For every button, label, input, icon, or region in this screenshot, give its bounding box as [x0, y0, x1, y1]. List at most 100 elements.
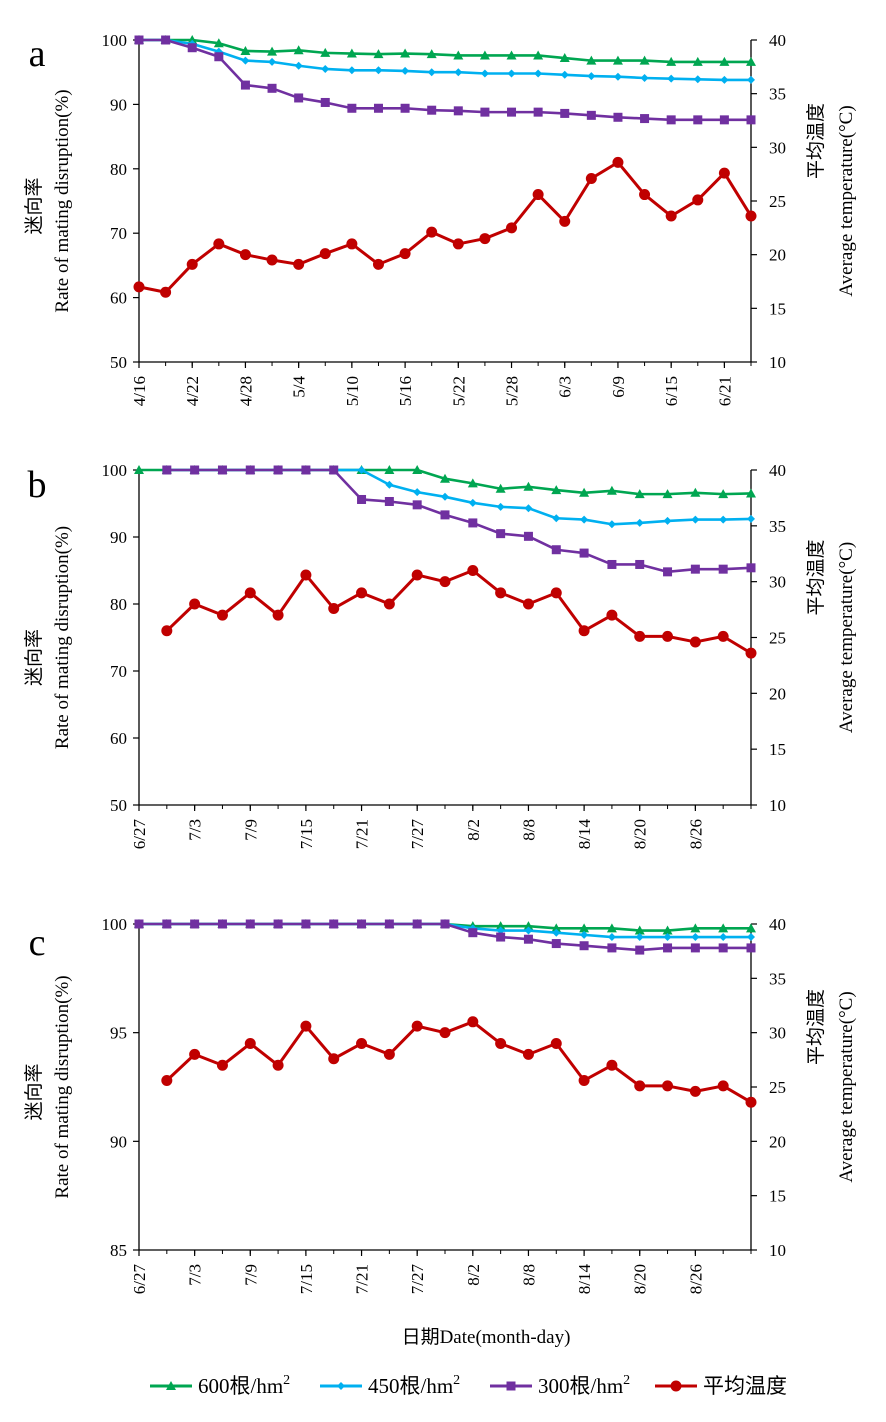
data-point: [746, 56, 756, 66]
x-tick-label: 4/16: [130, 376, 149, 406]
data-point: [301, 465, 311, 475]
data-point: [718, 489, 729, 499]
data-point: [187, 43, 197, 53]
data-point: [586, 55, 597, 65]
data-point: [190, 465, 200, 475]
series-2: [135, 36, 755, 84]
x-tick-label: 8/26: [686, 1264, 705, 1294]
y2-tick-label: 35: [769, 969, 786, 988]
data-point: [718, 167, 730, 179]
data-point: [717, 1080, 729, 1092]
data-point: [533, 50, 544, 60]
x-tick-label: 5/10: [343, 376, 362, 406]
y-tick-label: 100: [102, 31, 128, 50]
y-axis-title-cn: 迷向率: [23, 629, 45, 686]
x-tick-label: 6/27: [130, 819, 149, 850]
data-point: [552, 928, 561, 937]
data-point: [401, 66, 410, 75]
data-point: [301, 919, 311, 929]
data-point: [507, 69, 516, 78]
data-point: [747, 514, 755, 523]
data-point: [373, 103, 383, 113]
chart-panel-c: c 85 90 95 100 10 15 20 25 30 35 40 6/27 7/3 7/9 7/15 7/…: [23, 915, 857, 1294]
data-point: [329, 919, 339, 929]
data-point: [578, 1074, 590, 1086]
data-point: [134, 919, 144, 929]
data-point: [160, 286, 172, 298]
data-point: [560, 108, 570, 118]
data-point: [579, 941, 589, 951]
data-point: [634, 489, 645, 499]
data-point: [400, 48, 411, 58]
data-point: [580, 515, 589, 524]
y2-tick-label: 30: [769, 573, 786, 592]
data-point: [329, 465, 339, 475]
data-point: [273, 919, 283, 929]
x-tick-label: 7/9: [241, 1264, 260, 1286]
data-point: [747, 75, 755, 84]
y-tick-label: 90: [110, 528, 127, 547]
series-3: [162, 465, 756, 577]
data-point: [746, 488, 756, 498]
data-point: [689, 636, 701, 648]
data-point: [551, 939, 561, 949]
x-tick-label: 6/27: [130, 1264, 149, 1295]
data-point: [357, 919, 367, 929]
data-point: [293, 258, 305, 270]
x-tick-label: 6/21: [715, 376, 734, 406]
y-tick-label: 60: [110, 729, 127, 748]
data-point: [214, 52, 224, 62]
data-point: [217, 919, 227, 929]
data-point: [439, 576, 451, 588]
y2-tick-label: 15: [769, 740, 786, 759]
y-tick-label: 80: [110, 595, 127, 614]
data-point: [328, 1053, 340, 1065]
y-axis-title-en: Rate of mating disruption(%): [52, 975, 73, 1198]
legend-swatch-marker: [506, 1381, 516, 1391]
data-point: [496, 502, 505, 511]
data-point: [372, 258, 384, 270]
data-point: [746, 563, 756, 573]
data-point: [328, 602, 340, 614]
chart-panels: a 50 60 70 80 90 100 10 15 20 25 30 35 40 4/16 4/22 4/28…: [23, 31, 857, 1294]
x-tick-label: 8/14: [575, 1264, 594, 1295]
data-point: [300, 569, 312, 581]
data-point: [719, 515, 728, 524]
series-4: [161, 1016, 757, 1108]
data-point: [523, 934, 533, 944]
data-point: [606, 609, 618, 621]
x-tick-label: 5/22: [449, 376, 468, 406]
y2-tick-label: 20: [769, 1132, 786, 1151]
x-tick-label: 5/28: [503, 376, 522, 406]
legend-item: 450根/hm2: [320, 1373, 460, 1398]
data-point: [187, 35, 198, 44]
data-point: [453, 50, 464, 60]
data-point: [587, 72, 596, 81]
x-tick-label: 7/3: [186, 819, 205, 841]
series-line: [139, 38, 751, 82]
data-point: [467, 565, 479, 576]
data-point: [427, 105, 437, 115]
data-point: [440, 473, 450, 483]
data-point: [161, 1074, 173, 1086]
data-point: [427, 68, 436, 77]
y-tick-label: 100: [102, 461, 128, 480]
data-point: [479, 233, 491, 245]
y2-tick-label: 25: [769, 1078, 786, 1097]
data-point: [639, 189, 651, 201]
data-point: [441, 492, 449, 501]
data-point: [506, 222, 518, 234]
y2-tick-label: 25: [769, 192, 786, 211]
x-tick-label: 7/21: [353, 819, 372, 849]
data-point: [551, 545, 561, 555]
data-point: [133, 281, 145, 293]
data-point: [161, 35, 171, 45]
data-point: [550, 587, 562, 599]
data-point: [606, 485, 617, 495]
data-point: [533, 107, 543, 117]
y2-tick-label: 20: [769, 684, 786, 703]
legend-label-text: 450根/hm: [368, 1374, 453, 1398]
data-point: [495, 1038, 507, 1050]
data-point: [690, 487, 701, 497]
data-point: [134, 465, 144, 474]
